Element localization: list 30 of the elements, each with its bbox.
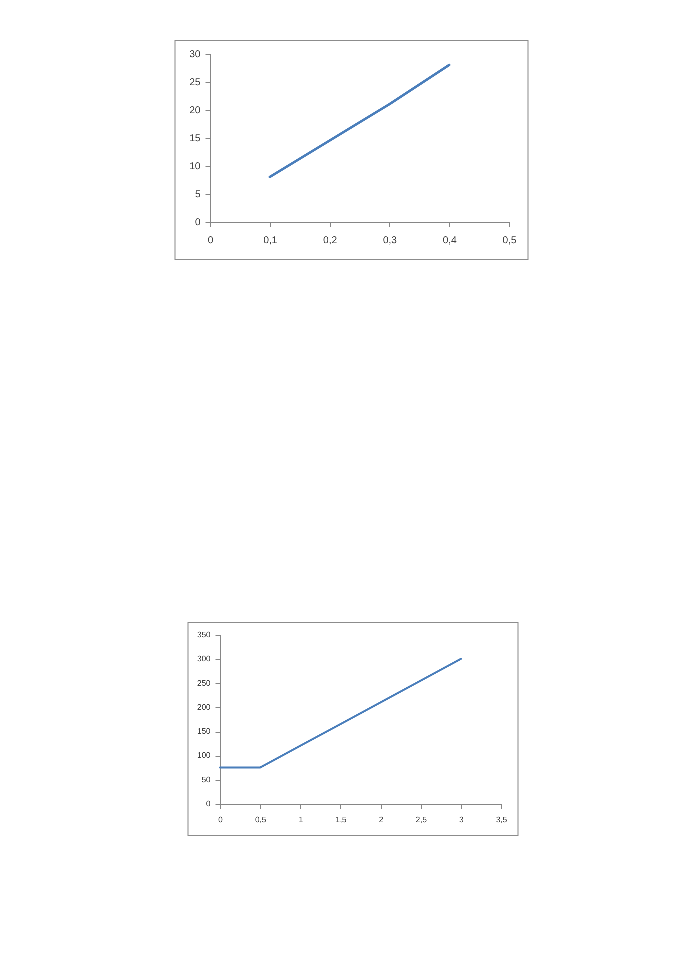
x-tick-label: 2,5 — [416, 816, 428, 824]
y-tick-label: 30 — [190, 50, 202, 60]
x-tick-label: 2 — [379, 816, 384, 824]
x-tick-label: 3 — [459, 816, 464, 824]
y-tick-label: 10 — [190, 162, 202, 172]
y-tick-label: 5 — [195, 190, 202, 200]
x-tick-label: 0,2 — [323, 236, 338, 246]
y-tick-label: 100 — [197, 751, 212, 760]
x-tick-label: 0,4 — [442, 236, 458, 246]
x-tick-label: 0,1 — [264, 236, 278, 246]
x-tick-label: 0,3 — [383, 236, 398, 246]
y-tick-label: 300 — [197, 654, 212, 664]
y-tick-label: 150 — [197, 727, 212, 736]
y-tick-label: 0 — [206, 800, 212, 808]
x-tick-label: 0,5 — [255, 816, 267, 824]
x-tick-label: 1,5 — [336, 816, 348, 824]
line-series — [268, 64, 451, 178]
y-tick-label: 200 — [197, 702, 212, 712]
x-tick-label: 3,5 — [496, 816, 508, 824]
y-tick-label: 0 — [195, 218, 202, 228]
y-tick-label: 350 — [197, 630, 212, 640]
x-tick-label: 1 — [298, 816, 304, 824]
line-series — [219, 658, 462, 769]
x-tick-label: 0,5 — [502, 236, 518, 246]
y-tick-label: 250 — [197, 678, 212, 688]
y-tick-label: 20 — [190, 106, 202, 116]
y-tick-label: 50 — [202, 775, 212, 784]
x-tick-label: 0 — [218, 816, 224, 824]
y-tick-label: 15 — [190, 134, 202, 144]
y-tick-label: 25 — [190, 78, 202, 88]
